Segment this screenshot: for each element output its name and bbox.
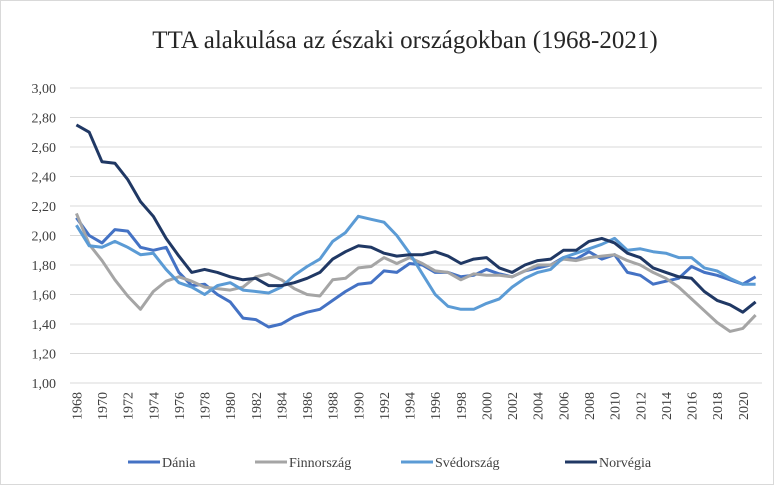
y-tick-label: 1,80 xyxy=(32,259,57,274)
legend-label: Norvégia xyxy=(599,456,652,471)
x-tick-label: 1980 xyxy=(224,392,239,420)
x-tick-label: 1982 xyxy=(250,392,265,420)
y-tick-label: 2,80 xyxy=(32,112,57,127)
series-line xyxy=(75,212,757,333)
x-tick-label: 1970 xyxy=(96,392,111,420)
x-tick-label: 1976 xyxy=(173,392,188,420)
x-tick-label: 1998 xyxy=(455,392,470,420)
x-tick-label: 1986 xyxy=(301,392,316,420)
x-tick-label: 2000 xyxy=(480,392,495,420)
legend-label: Svédország xyxy=(435,456,500,471)
x-tick-label: 2014 xyxy=(660,392,675,420)
x-tick-label: 2020 xyxy=(737,392,752,420)
legend-label: Finnország xyxy=(289,456,351,471)
y-tick-label: 1,60 xyxy=(32,289,57,304)
y-tick-label: 1,20 xyxy=(32,348,57,363)
x-tick-label: 1972 xyxy=(122,392,137,420)
x-tick-label: 1984 xyxy=(275,392,290,420)
series-line xyxy=(75,214,756,311)
x-tick-label: 1990 xyxy=(352,392,367,420)
x-tick-label: 1988 xyxy=(327,392,342,420)
x-tick-label: 2018 xyxy=(711,392,726,420)
y-tick-label: 3,00 xyxy=(32,82,57,97)
x-tick-label: 1992 xyxy=(378,392,393,420)
series-line xyxy=(75,123,757,314)
x-tick-label: 1996 xyxy=(429,392,444,420)
y-tick-label: 1,40 xyxy=(32,318,57,333)
chart-title: TTA alakulása az északi országokban (196… xyxy=(152,27,657,54)
x-tick-label: 2016 xyxy=(686,392,701,420)
y-tick-label: 2,40 xyxy=(32,171,57,186)
x-tick-label: 2010 xyxy=(609,392,624,420)
y-tick-label: 2,00 xyxy=(32,230,57,245)
legend-label: Dánia xyxy=(162,456,196,471)
y-tick-label: 2,60 xyxy=(32,141,57,156)
y-tick-label: 2,20 xyxy=(32,200,57,215)
y-tick-label: 1,00 xyxy=(32,377,57,392)
x-tick-label: 2002 xyxy=(506,392,521,420)
x-tick-label: 1968 xyxy=(70,392,85,420)
x-tick-label: 2006 xyxy=(557,392,572,420)
x-tick-label: 1974 xyxy=(147,392,162,420)
x-tick-label: 2004 xyxy=(532,392,547,420)
x-tick-label: 1994 xyxy=(404,392,419,420)
x-tick-label: 2008 xyxy=(583,392,598,420)
x-tick-label: 1978 xyxy=(199,392,214,420)
x-tick-label: 2012 xyxy=(634,392,649,420)
